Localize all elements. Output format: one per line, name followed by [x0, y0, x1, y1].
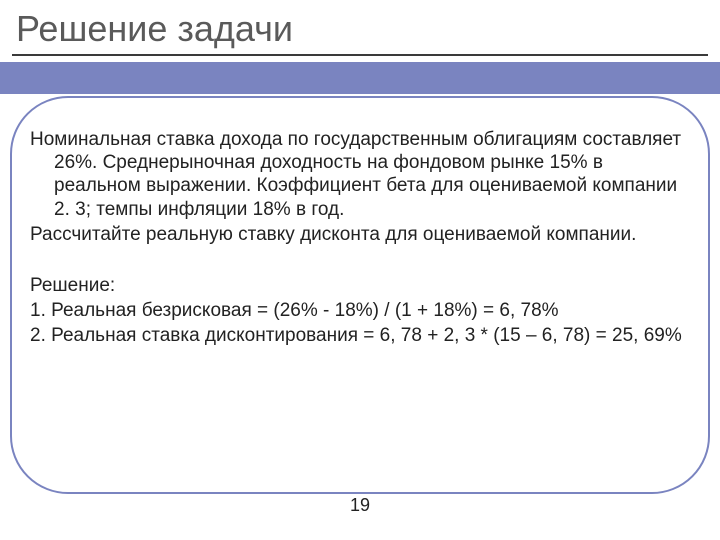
solution-heading: Решение: — [30, 274, 686, 297]
spacer — [30, 248, 686, 274]
problem-paragraph-2: Рассчитайте реальную ставку дисконта для… — [30, 223, 686, 246]
header-accent-band — [0, 62, 720, 94]
slide-title: Решение задачи — [12, 8, 708, 56]
slide-body: Номинальная ставка дохода по государстве… — [30, 128, 686, 349]
title-area: Решение задачи — [12, 8, 708, 56]
solution-line-2: 2. Реальная ставка дисконтирования = 6, … — [30, 324, 686, 347]
problem-paragraph-1: Номинальная ставка дохода по государстве… — [30, 128, 686, 221]
solution-line-1: 1. Реальная безрисковая = (26% - 18%) / … — [30, 299, 686, 322]
page-number: 19 — [0, 495, 720, 516]
